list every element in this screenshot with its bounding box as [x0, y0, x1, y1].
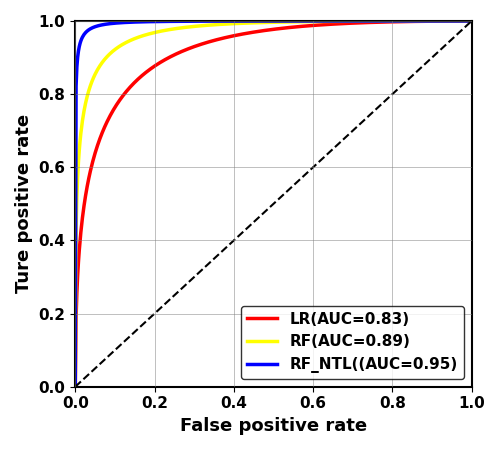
LR(AUC=0.83): [468, 18, 474, 24]
LR(AUC=0.83): [308, 23, 314, 28]
LR(AUC=0.83): [263, 27, 269, 33]
RF_NTL((AUC=0.95): [286, 18, 292, 24]
Y-axis label: Ture positive rate: Ture positive rate: [15, 114, 33, 293]
LR(AUC=0.83): [459, 18, 465, 24]
LR(AUC=0.83): [286, 25, 292, 30]
LR(AUC=0.83): [397, 19, 403, 24]
X-axis label: False positive rate: False positive rate: [180, 417, 367, 435]
LR(AUC=0.83): [260, 28, 266, 33]
RF(AUC=0.89): [286, 19, 292, 25]
RF_NTL((AUC=0.95): [308, 18, 314, 24]
RF(AUC=0.89): [72, 384, 78, 389]
RF_NTL((AUC=0.95): [260, 18, 266, 24]
LR(AUC=0.83): [72, 384, 78, 389]
RF(AUC=0.89): [397, 18, 403, 24]
RF(AUC=0.89): [308, 19, 314, 24]
Line: RF_NTL((AUC=0.95): RF_NTL((AUC=0.95): [76, 21, 471, 387]
RF(AUC=0.89): [260, 20, 266, 25]
Line: RF(AUC=0.89): RF(AUC=0.89): [76, 21, 471, 387]
RF_NTL((AUC=0.95): [468, 18, 474, 24]
RF(AUC=0.89): [468, 18, 474, 24]
Line: LR(AUC=0.83): LR(AUC=0.83): [76, 21, 471, 387]
RF_NTL((AUC=0.95): [459, 18, 465, 24]
Legend: LR(AUC=0.83), RF(AUC=0.89), RF_NTL((AUC=0.95): LR(AUC=0.83), RF(AUC=0.89), RF_NTL((AUC=…: [240, 306, 464, 379]
RF_NTL((AUC=0.95): [263, 18, 269, 24]
RF(AUC=0.89): [263, 20, 269, 25]
RF(AUC=0.89): [459, 18, 465, 24]
RF_NTL((AUC=0.95): [397, 18, 403, 24]
RF_NTL((AUC=0.95): [72, 384, 78, 389]
